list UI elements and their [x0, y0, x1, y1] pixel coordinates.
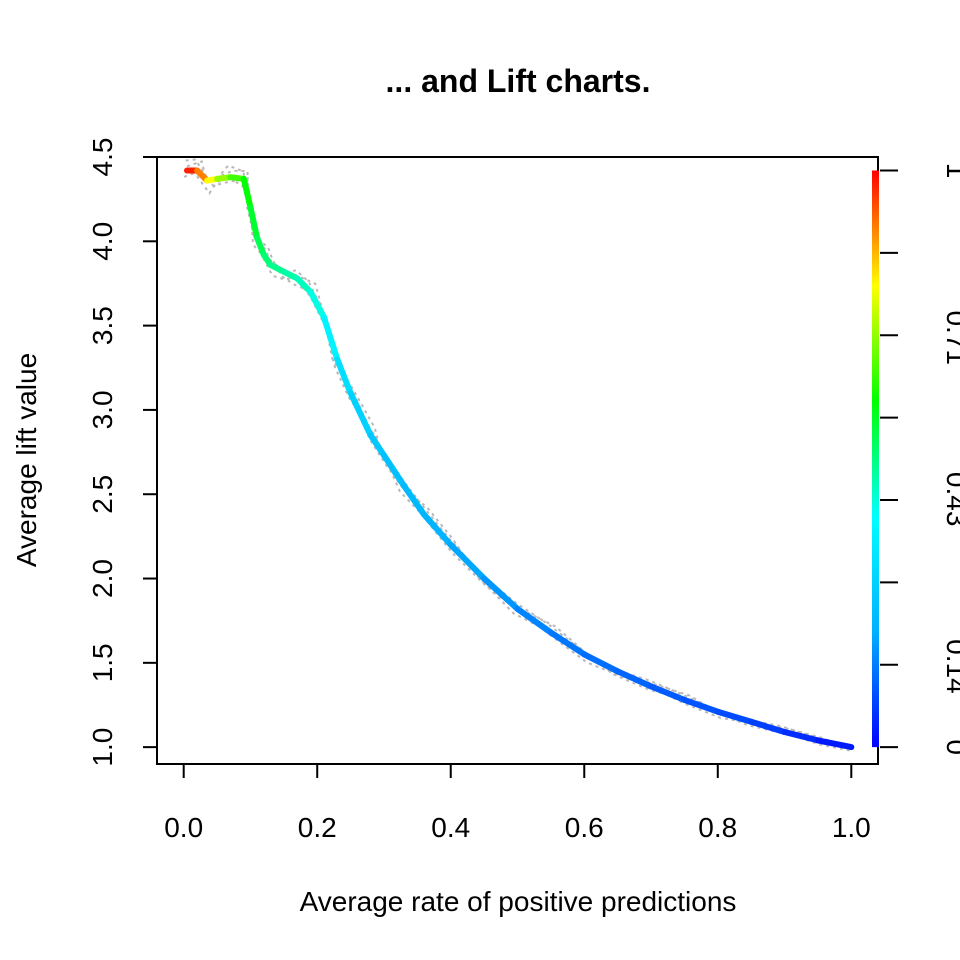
lift-curve-segment	[781, 729, 821, 744]
y-tick-label: 2.0	[87, 559, 118, 598]
colorbar-tick-label: 0.14	[941, 639, 960, 694]
lift-curve-segment	[254, 234, 267, 258]
x-tick-label: 0.0	[164, 812, 203, 843]
lift-curve-segment	[294, 275, 314, 295]
colorbar-tick-label: 1	[941, 163, 960, 179]
lift-curve	[184, 167, 855, 751]
lift-curve-segment	[367, 432, 387, 459]
x-axis-label: Average rate of positive predictions	[300, 886, 737, 917]
chart-title: ... and Lift charts.	[386, 63, 651, 99]
lift-curve-segment	[648, 683, 688, 703]
lift-curve-segment	[681, 696, 721, 715]
lift-curve-segment	[814, 737, 855, 751]
lift-curve-segment	[347, 390, 374, 439]
x-tick-label: 0.6	[565, 812, 604, 843]
colorbar-tick-label: 0.43	[941, 472, 960, 527]
x-tick-label: 0.8	[698, 812, 737, 843]
x-tick-label: 0.2	[298, 812, 337, 843]
lift-curve-segment	[447, 541, 488, 582]
y-axis: 1.0 1.5 2.0 2.5 3.0 3.5 4.0 4.5	[87, 138, 158, 767]
colorbar-gradient	[872, 170, 879, 748]
reference-line	[186, 160, 848, 749]
lift-curve-segment	[307, 288, 327, 321]
x-tick-label: 0.4	[431, 812, 470, 843]
colorbar: 0 0.14 0.43 0.71 1	[872, 163, 960, 755]
lift-curve-segment	[334, 356, 354, 397]
reference-line	[184, 168, 852, 752]
lift-curve-segment	[614, 668, 654, 690]
y-tick-label: 4.5	[87, 138, 118, 177]
reference-line	[183, 169, 851, 750]
y-tick-label: 4.0	[87, 222, 118, 261]
lift-curve-segment	[714, 708, 755, 725]
y-tick-label: 2.5	[87, 475, 118, 514]
lift-curve-segment	[748, 718, 788, 735]
y-tick-label: 1.5	[87, 643, 118, 682]
lift-curve-segment	[421, 511, 454, 548]
lift-curve-segment	[401, 482, 427, 518]
colorbar-tick-label: 0	[941, 739, 960, 755]
reference-lines	[183, 158, 852, 752]
lift-curve-segment	[581, 651, 621, 675]
y-tick-label: 1.0	[87, 728, 118, 767]
lift-curve-segment	[240, 175, 254, 211]
colorbar-tick-label: 0.71	[941, 310, 960, 365]
y-axis-label: Average lift value	[11, 353, 42, 567]
lift-curve-segment	[320, 314, 341, 363]
x-tick-label: 1.0	[832, 812, 871, 843]
reference-line	[185, 158, 852, 749]
lift-curve-segment	[247, 204, 261, 241]
y-tick-label: 3.5	[87, 306, 118, 345]
x-axis: 0.0 0.2 0.4 0.6 0.8 1.0	[164, 763, 871, 843]
lift-curve-segment	[481, 575, 521, 612]
lift-curve-segment	[547, 629, 588, 658]
y-tick-label: 3.0	[87, 390, 118, 429]
lift-curve-segment	[514, 605, 554, 636]
lift-curve-segment	[381, 452, 407, 489]
